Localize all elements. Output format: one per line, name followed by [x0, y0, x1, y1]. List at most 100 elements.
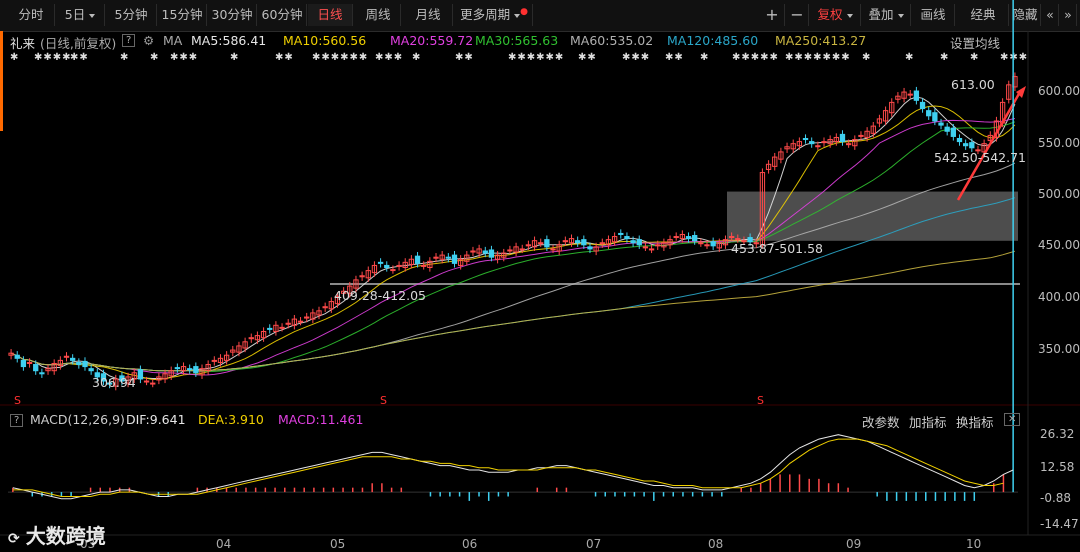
candle-body [870, 125, 876, 134]
ma10-line [10, 105, 1016, 380]
logo-icon: ⟳ [8, 531, 20, 547]
change-params-button[interactable]: 改参数 [862, 415, 900, 430]
candle-body [501, 252, 507, 258]
zoom-in-button[interactable]: + [760, 4, 785, 26]
candle-body [636, 239, 642, 246]
help-icon[interactable]: ? [122, 34, 136, 47]
switch-indicator-button[interactable]: 换指标 [956, 415, 994, 430]
candle-body [94, 372, 100, 378]
candle-body [476, 248, 482, 254]
tab-5day[interactable]: 5日 [56, 4, 105, 26]
candle-body [919, 101, 926, 110]
candle-body [408, 258, 415, 265]
candle-body [45, 368, 51, 372]
ma-legend-bar: 礼来 (日线,前复权) ? ⚙ MA MA5:586.41 MA10:560.5… [0, 31, 1080, 51]
candle-body [550, 248, 556, 251]
adjust-button[interactable]: 复权 [810, 4, 861, 26]
candle-body [562, 240, 569, 243]
period-toolbar: 分时 5日 5分钟 15分钟 30分钟 60分钟 日线 周线 月线 更多周期 ● … [0, 0, 1080, 32]
candle-body [747, 237, 753, 243]
hide-button[interactable]: 隐藏 [1010, 4, 1041, 26]
ma5-line [10, 96, 1016, 381]
tab-15min[interactable]: 15分钟 [158, 4, 207, 26]
ma20-value: MA20:559.72 [390, 33, 474, 48]
candle-body [809, 141, 815, 145]
candle-body [217, 357, 224, 363]
close-icon[interactable]: ✕ [1004, 413, 1021, 426]
watermark-logo: ⟳ 大数跨境 [8, 520, 106, 549]
candle-body [365, 270, 371, 279]
candle-body [291, 318, 298, 326]
x-tick-07: 07 [586, 537, 602, 551]
candle-body [494, 254, 501, 260]
tab-fenshi[interactable]: 分时 [8, 4, 55, 26]
candle-body [347, 285, 353, 294]
nav-right-button[interactable]: » [1060, 4, 1077, 26]
macd-tick-3: -0.88 [1040, 491, 1072, 505]
tab-5day-label: 5日 [64, 7, 86, 22]
candle-body [390, 269, 396, 272]
settings-gear-icon[interactable]: ⚙ [143, 33, 155, 48]
tab-more-periods[interactable]: 更多周期 ● [456, 4, 533, 26]
chevron-down-icon [846, 13, 853, 18]
candle-body [815, 145, 821, 148]
candle-body [538, 242, 544, 245]
nav-left-button[interactable]: « [1042, 4, 1059, 26]
ma-settings-link[interactable]: 设置均线 [950, 36, 1001, 51]
classic-button[interactable]: 经典 [958, 4, 1009, 26]
candle-body [962, 143, 969, 147]
ma30-line [10, 121, 1016, 373]
tab-60min[interactable]: 60分钟 [258, 4, 307, 26]
ma60-value: MA60:535.02 [570, 33, 654, 48]
zoom-out-button[interactable]: − [786, 4, 809, 26]
low-price-label: 306.94 [92, 375, 136, 390]
candle-body [384, 264, 390, 269]
tab-monthly[interactable]: 月线 [404, 4, 453, 26]
candle-body [433, 256, 439, 259]
candle-body [876, 118, 883, 124]
x-tick-03: 03 [80, 537, 96, 551]
candle-body [150, 382, 156, 385]
candle-body [322, 306, 328, 309]
tab-daily[interactable]: 日线 [308, 4, 353, 26]
candle-body [156, 376, 162, 381]
candle-body [260, 330, 267, 339]
candle-body [950, 127, 956, 137]
candle-body [297, 320, 304, 323]
candle-body [599, 242, 605, 245]
tab-5min[interactable]: 5分钟 [106, 4, 157, 26]
candle-body [205, 364, 211, 372]
candle-body [981, 143, 987, 153]
candle-body [593, 246, 599, 252]
candle-body [488, 249, 495, 258]
macd-legend-bar: ? MACD(12,26,9) DIF:9.641 DEA:3.910 MACD… [0, 410, 1080, 430]
candle-body [26, 361, 33, 364]
price-tick-400: 400.00 [1038, 290, 1080, 304]
candle-body [587, 246, 593, 250]
logo-text: 大数跨境 [25, 524, 106, 548]
candle-body [956, 138, 963, 143]
tab-30min[interactable]: 30分钟 [208, 4, 257, 26]
candle-body [328, 301, 334, 310]
dif-value: DIF:9.641 [126, 412, 186, 427]
candle-body [901, 91, 907, 99]
price-tick-500: 500.00 [1038, 187, 1080, 201]
candle-body [741, 240, 747, 243]
overlay-button[interactable]: 叠加 [862, 4, 911, 26]
macd-help-icon[interactable]: ? [10, 414, 24, 427]
tab-weekly[interactable]: 周线 [356, 4, 401, 26]
candle-body [20, 359, 27, 368]
candle-body [692, 235, 698, 242]
candle-body [630, 240, 636, 244]
candle-body [316, 310, 322, 316]
candle-body [864, 130, 870, 138]
add-indicator-button[interactable]: 加指标 [909, 415, 947, 430]
candle-body [882, 110, 889, 122]
x-tick-06: 06 [462, 537, 478, 551]
candle-body [753, 242, 759, 245]
candle-body [913, 90, 920, 101]
candle-body [137, 369, 144, 380]
draw-line-button[interactable]: 画线 [912, 4, 955, 26]
candle-body [889, 101, 895, 114]
